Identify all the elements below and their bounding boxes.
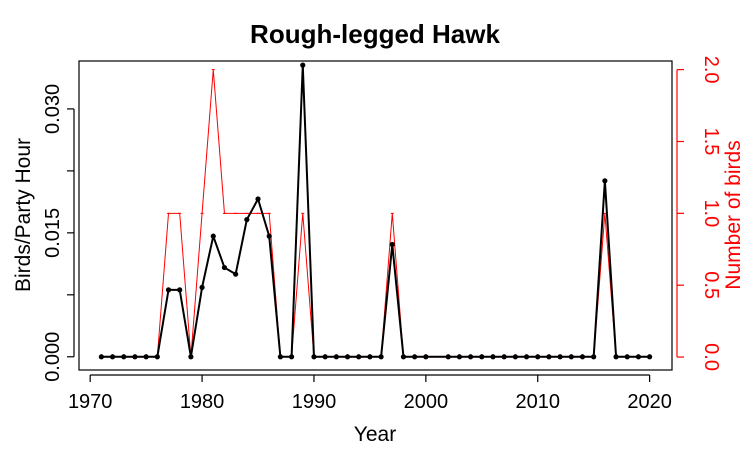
plot-area — [78, 60, 673, 371]
x-tick-label: 1970 — [68, 391, 113, 413]
data-point — [244, 217, 250, 223]
data-point — [378, 354, 384, 360]
data-point — [277, 354, 283, 360]
data-point — [165, 287, 172, 293]
data-point — [333, 354, 339, 360]
data-point — [479, 354, 485, 360]
data-point — [468, 354, 474, 360]
data-point — [356, 354, 362, 360]
data-point — [233, 271, 239, 277]
x-tick-label: 1980 — [180, 391, 225, 413]
left-axis: 0.000 0.015 0.030 — [42, 84, 75, 382]
data-point — [288, 354, 295, 360]
data-point — [177, 287, 183, 293]
data-point — [647, 354, 653, 360]
data-point — [624, 354, 630, 360]
data-point — [445, 354, 451, 360]
data-point — [512, 354, 518, 360]
data-point — [579, 354, 586, 360]
data-point — [591, 354, 597, 360]
data-point — [389, 241, 395, 248]
data-point — [109, 354, 116, 360]
data-point — [143, 354, 149, 360]
data-point — [98, 354, 104, 360]
data-point — [199, 284, 205, 290]
y-axis-label-right: Number of birds — [722, 140, 745, 289]
data-point — [322, 354, 328, 360]
y-tick-label-right: 0.0 — [700, 343, 722, 371]
y-tick-label-left: 0.030 — [42, 84, 64, 134]
y-tick-label-right: 0.5 — [700, 271, 722, 299]
data-point — [557, 354, 563, 360]
y-tick-label-right: 2.0 — [700, 56, 722, 84]
data-point — [188, 354, 194, 360]
data-point — [546, 354, 552, 360]
x-tick-label: 1990 — [292, 391, 337, 413]
right-axis: 0.0 0.5 1.0 1.5 2.0 — [676, 56, 722, 371]
data-point — [221, 264, 228, 271]
data-point — [613, 354, 619, 360]
x-tick-label: 2020 — [627, 391, 672, 413]
series-birds-per-party-hour — [98, 62, 653, 360]
data-point — [423, 354, 429, 360]
data-point — [602, 178, 608, 184]
y-axis-label-left: Birds/Party Hour — [12, 138, 35, 292]
x-axis-label: Year — [354, 423, 396, 446]
x-tick-label: 2010 — [515, 391, 560, 413]
data-point — [300, 62, 306, 68]
data-point — [412, 354, 418, 360]
data-point — [501, 354, 507, 360]
data-point — [344, 354, 351, 360]
series-number-of-birds — [99, 69, 652, 358]
data-point — [132, 354, 138, 360]
data-point — [490, 354, 496, 360]
data-point — [311, 354, 317, 360]
data-point — [523, 354, 530, 360]
y-tick-label-right: 1.5 — [700, 128, 722, 156]
data-point — [456, 354, 463, 360]
data-point — [400, 354, 407, 360]
y-tick-label-left: 0.000 — [42, 332, 64, 382]
y-tick-label-left: 0.015 — [42, 208, 64, 258]
chart-title: Rough-legged Hawk — [250, 19, 500, 49]
data-point — [635, 354, 642, 360]
bottom-axis: 1970 1980 1990 2000 2010 2020 — [68, 374, 672, 413]
data-point — [255, 196, 261, 202]
data-point — [535, 354, 541, 360]
series-line — [101, 64, 650, 358]
data-point — [154, 354, 160, 360]
data-point — [210, 233, 216, 239]
data-point — [121, 354, 127, 360]
y-tick-label-right: 1.0 — [700, 199, 722, 227]
data-point — [367, 354, 373, 360]
x-tick-label: 2000 — [404, 391, 449, 413]
data-point — [568, 354, 574, 360]
data-point — [266, 233, 272, 239]
